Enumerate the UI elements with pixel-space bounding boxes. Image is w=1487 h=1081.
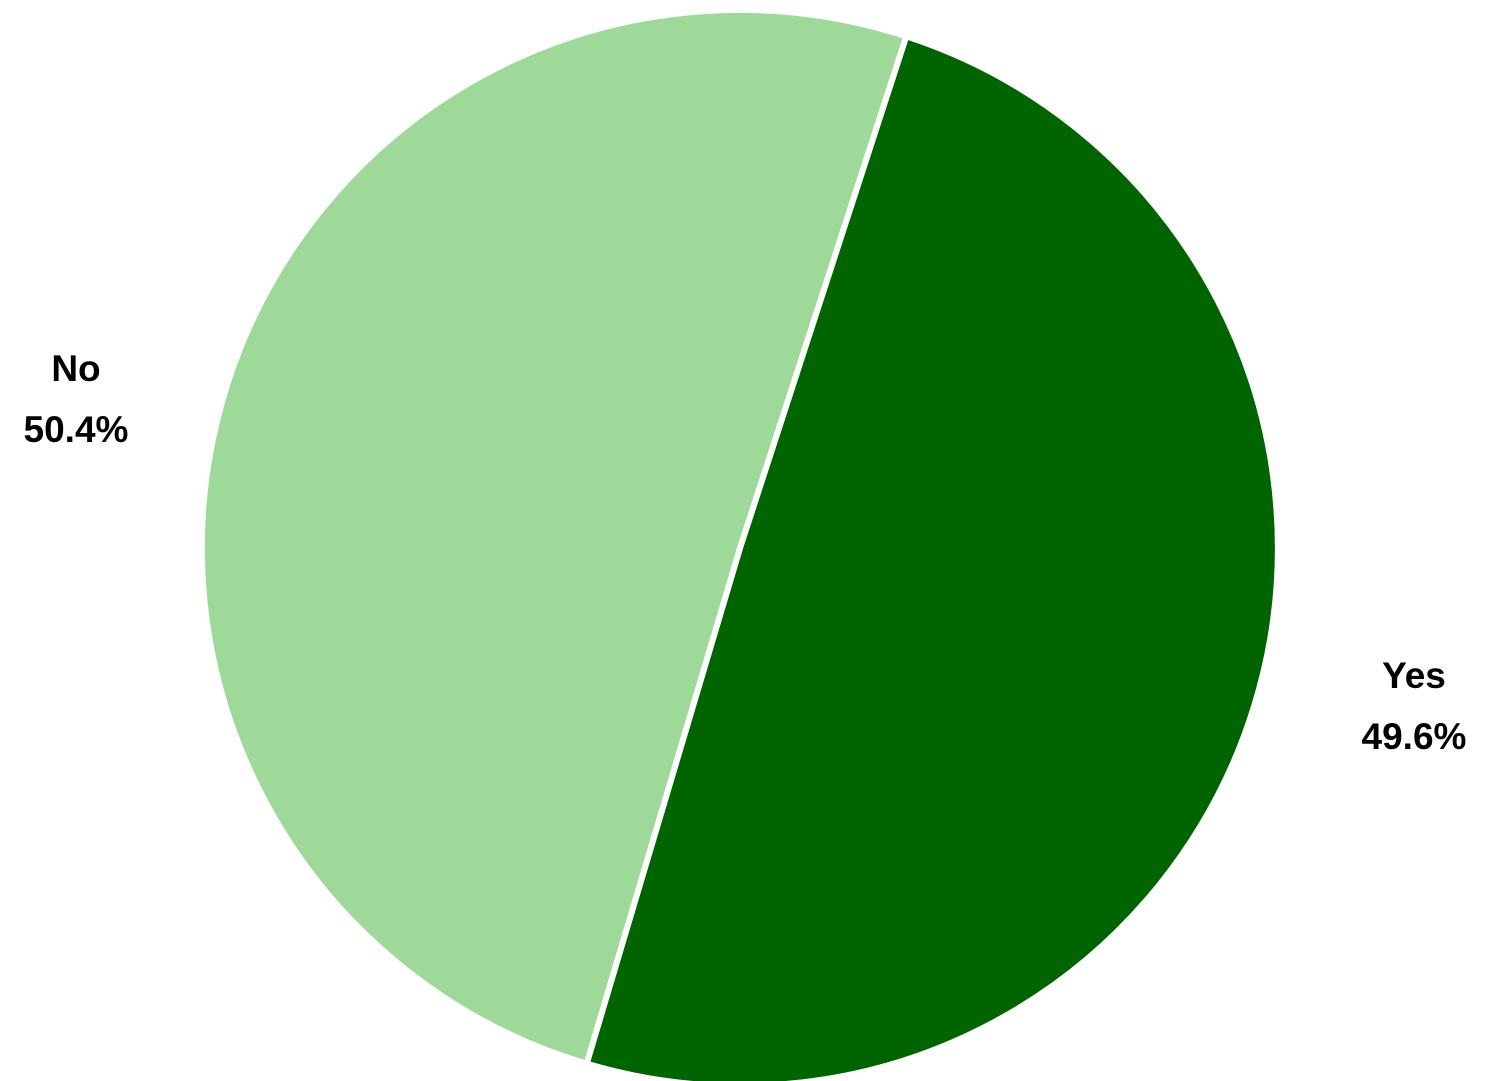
pie-slice-yes xyxy=(583,33,1281,1081)
slice-value-label-no: 50.4% xyxy=(24,409,129,450)
slice-label-yes: Yes xyxy=(1382,655,1446,696)
pie-slice-no xyxy=(198,6,910,1067)
pie-slices xyxy=(198,6,1281,1081)
slice-value-label-yes: 49.6% xyxy=(1362,716,1467,757)
slice-label-no: No xyxy=(51,348,100,389)
pie-data-labels: No 50.4% Yes 49.6% xyxy=(24,348,1467,757)
